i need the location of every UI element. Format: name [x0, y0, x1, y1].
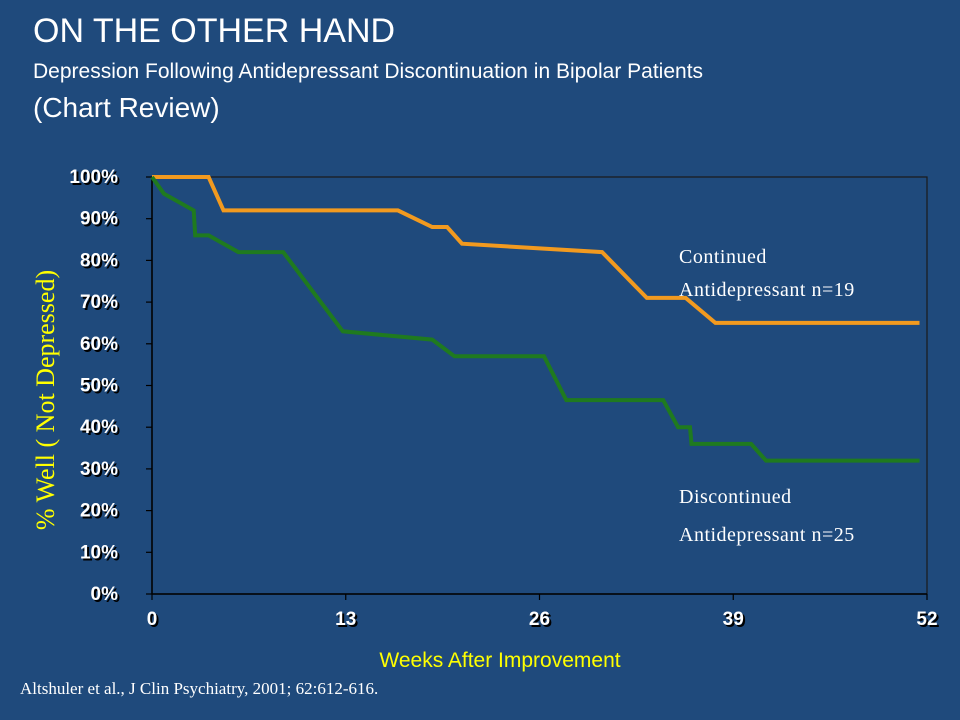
y-tick-label: 100% — [69, 167, 118, 188]
y-tick-label-shadow: 40% — [82, 419, 120, 440]
y-tick-label-shadow: 60% — [82, 336, 120, 357]
slide-subtitle: Depression Following Antidepressant Disc… — [33, 60, 704, 83]
y-tick-label-shadow: 100% — [71, 169, 120, 190]
series-label-discontinued-line2: Antidepressant n=25 — [679, 524, 855, 546]
y-axis-label: % Well ( Not Depressed) — [31, 270, 60, 530]
y-tick-label: 40% — [80, 417, 118, 438]
series-label-discontinued-line1: Discontinued — [679, 486, 792, 508]
series-line-discontinued — [150, 175, 920, 463]
x-tick-label: 39 — [723, 609, 744, 630]
y-tick-label-shadow: 90% — [82, 211, 120, 232]
series-label-continued-line1: Continued — [679, 246, 767, 268]
y-tick-label: 10% — [80, 542, 118, 563]
y-tick-label: 0% — [91, 584, 119, 605]
y-tick-label: 90% — [80, 209, 118, 230]
y-tick-label: 30% — [80, 459, 118, 480]
y-tick-label: 80% — [80, 250, 118, 271]
x-tick-label: 0 — [147, 609, 158, 630]
y-tick-label-shadow: 20% — [82, 503, 120, 524]
y-tick-label-shadow: 30% — [82, 461, 120, 482]
y-tick-label: 60% — [80, 334, 118, 355]
y-tick-label-shadow: 70% — [82, 294, 120, 315]
y-tick-label-shadow: 80% — [82, 252, 120, 273]
y-tick-label: 20% — [80, 501, 118, 522]
citation: Altshuler et al., J Clin Psychiatry, 200… — [20, 679, 379, 698]
x-tick-label-shadow: 0 — [149, 611, 160, 632]
x-tick-label-shadow: 26 — [531, 611, 552, 632]
series-line-continued — [152, 175, 920, 325]
x-tick-label-shadow: 13 — [337, 611, 358, 632]
x-tick-label-shadow: 39 — [725, 611, 746, 632]
y-axis-ticks: 0%0%10%10%20%20%30%30%40%40%50%50%60%60%… — [69, 167, 152, 607]
y-tick-label-shadow: 10% — [82, 544, 120, 565]
series-label-continued-line2: Antidepressant n=19 — [679, 279, 855, 301]
slide-subtitle-chart-review: (Chart Review) — [33, 92, 220, 123]
series-lines — [150, 175, 920, 463]
x-tick-label: 26 — [529, 609, 550, 630]
y-tick-label: 50% — [80, 376, 118, 397]
series-label-continued: Continued Antidepressant n=19 — [679, 246, 855, 301]
y-tick-label-shadow: 50% — [82, 378, 120, 399]
x-axis-label: Weeks After Improvement — [379, 649, 620, 672]
series-label-discontinued: Discontinued Antidepressant n=25 — [679, 486, 855, 546]
x-tick-label-shadow: 52 — [918, 611, 939, 632]
x-tick-label: 52 — [916, 609, 937, 630]
y-tick-label-shadow: 0% — [93, 586, 121, 607]
slide-title: ON THE OTHER HAND — [33, 12, 396, 50]
y-tick-label: 70% — [80, 292, 118, 313]
x-tick-label: 13 — [335, 609, 356, 630]
